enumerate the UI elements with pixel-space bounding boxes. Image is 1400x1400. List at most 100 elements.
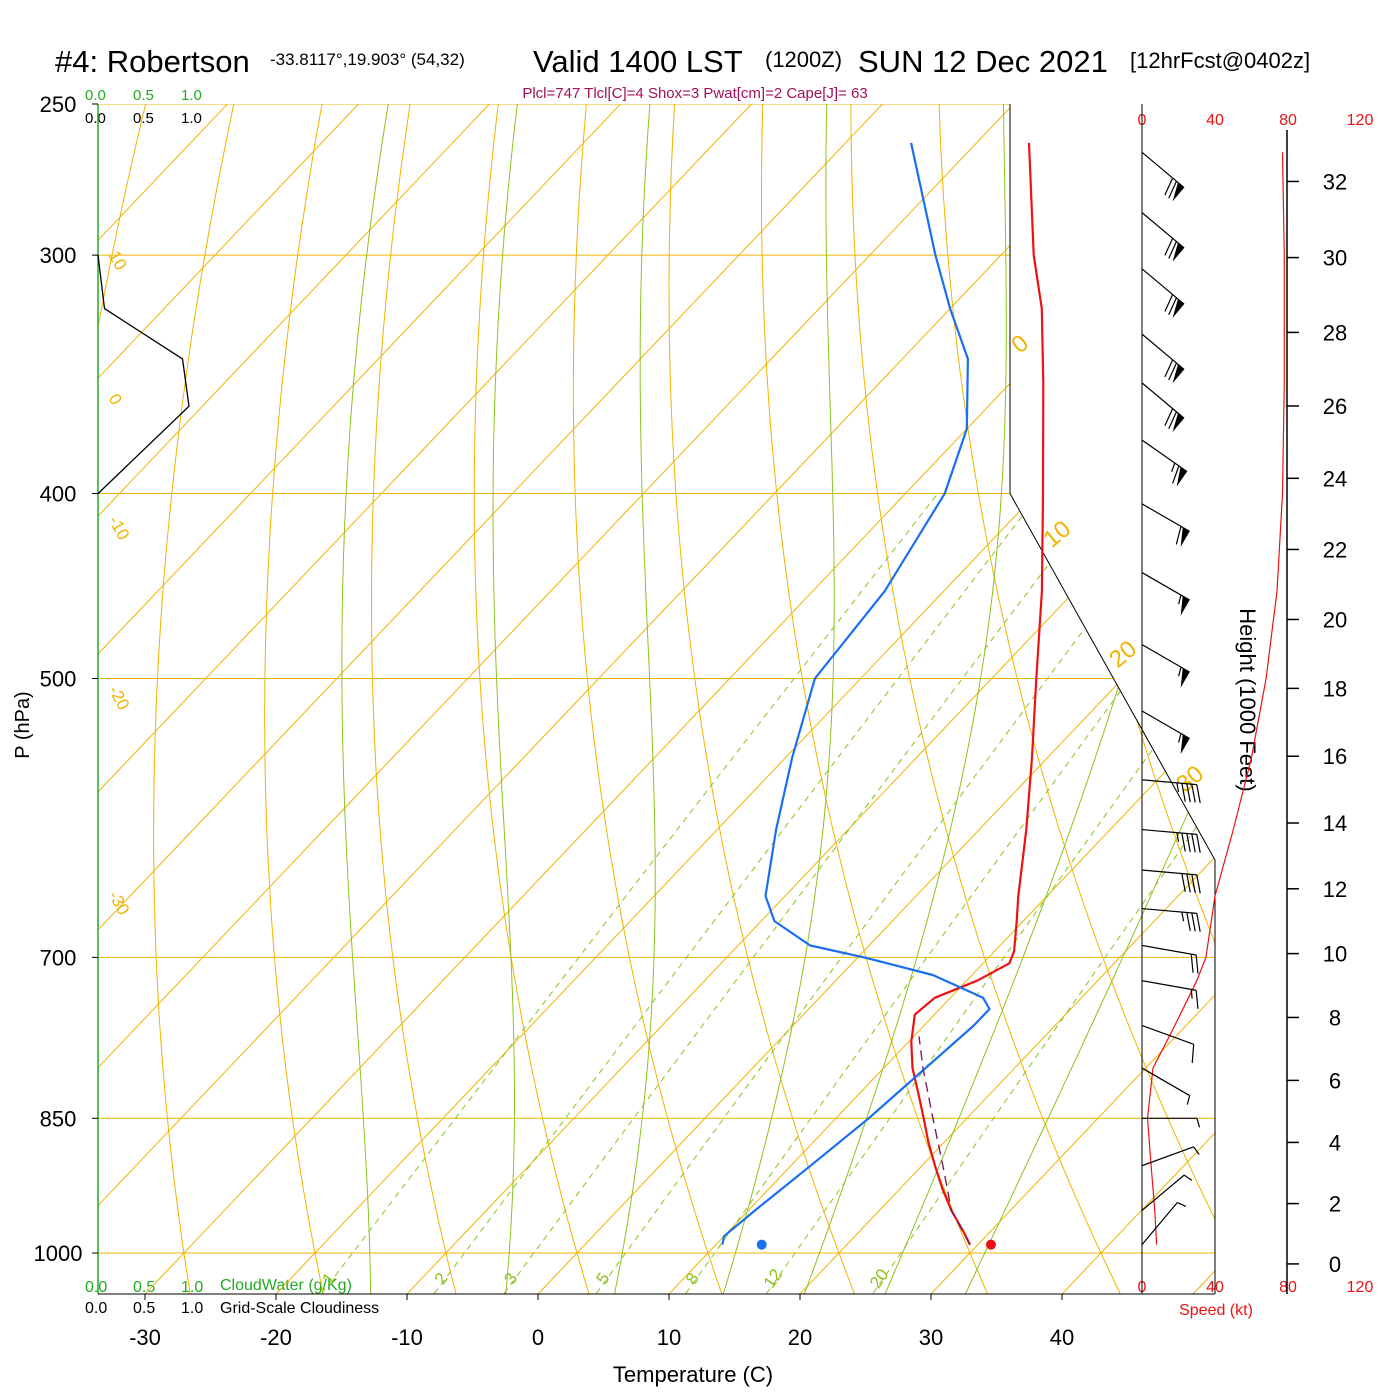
x-tick-label: -30 [129, 1325, 161, 1350]
wind-barb-full [1164, 238, 1174, 256]
wind-barb-full [1168, 180, 1178, 199]
mixing-ratio-line [595, 493, 1186, 1294]
wind-barb-staff [1141, 869, 1197, 876]
mixing-ratio-label: 5 [592, 1269, 613, 1288]
wind-barb-pennant [1176, 467, 1188, 487]
top-cloudwater-tick: 0.0 [85, 87, 106, 104]
wind-barb-half [1190, 989, 1193, 999]
dry-adiabat [1335, 0, 1400, 1332]
dry-adiabat [264, 104, 422, 1294]
wind-barb-pennant [1172, 364, 1185, 384]
wind-barb-staff [1141, 151, 1185, 189]
height-tick-label: 26 [1323, 394, 1347, 419]
dry-adiabat [98, 104, 270, 1294]
isotherm-label: -20 [105, 683, 134, 714]
wind-barb-staff [1141, 572, 1190, 601]
moist-adiabat [606, 104, 670, 1294]
y-axis-title: P (hPa) [12, 691, 34, 758]
wind-barb-staff [1141, 1146, 1194, 1167]
height-tick-label: 28 [1323, 320, 1347, 345]
height-axis-title: Height (1000 Feet) [1235, 608, 1260, 791]
x-tick-label: -20 [260, 1325, 292, 1350]
dry-adiabat [371, 104, 498, 1294]
wind-barb-half [1178, 733, 1182, 743]
dry-adiabat [153, 104, 346, 1294]
height-tick-label: 0 [1329, 1252, 1341, 1277]
isotherm [632, 104, 1215, 1294]
speed-title: Speed (kt) [1179, 1302, 1253, 1319]
wind-profile [1141, 151, 1285, 1246]
wind-barb-staff [1141, 268, 1185, 305]
isotherm [98, 104, 893, 1294]
wind-barb-full [1168, 411, 1178, 430]
wind-barb [1141, 268, 1185, 318]
wind-barb [1141, 1146, 1200, 1167]
wind-barb-pennant [1172, 182, 1185, 202]
wind-barb-half [1176, 832, 1180, 842]
temperature-line [910, 142, 1045, 1246]
x-tick-label: 20 [788, 1325, 812, 1350]
mixing-ratio-line [321, 493, 939, 1294]
wind-barb-staff [1141, 944, 1197, 956]
p-tick-label: 300 [40, 243, 77, 268]
mixing-ratio-line [433, 493, 1040, 1294]
x-tick-label: -10 [391, 1325, 423, 1350]
top-cloudiness-tick: 0.0 [85, 110, 106, 127]
surface-dewpoint-dot [756, 1239, 767, 1250]
wind-barb-full [1186, 873, 1191, 893]
wind-barb-half [1183, 1174, 1193, 1181]
mixing-ratio-label: 8 [682, 1269, 703, 1288]
isotherm-label: -10 [105, 513, 134, 544]
height-tick-label: 8 [1329, 1005, 1341, 1030]
parcel-line [918, 1036, 971, 1246]
cloudwater-title: CloudWater (g/Kg) [220, 1277, 352, 1294]
wind-barb [1141, 151, 1185, 202]
height-tick-label: 14 [1323, 811, 1347, 836]
wind-barb-pennant [1180, 668, 1190, 688]
wind-barb-staff [1141, 980, 1197, 991]
speed-tick: 80 [1279, 112, 1297, 129]
wind-barb-half [1176, 782, 1180, 793]
wind-barb [1141, 980, 1199, 1009]
isotherm [98, 104, 631, 1294]
x-tick-label: 40 [1050, 1325, 1074, 1350]
mixing-ratio-label: 3 [500, 1269, 521, 1288]
stability-indices: Plcl=747 Tlcl[C]=4 Shox=3 Pwat[cm]=2 Cap… [522, 85, 867, 102]
wind-barb-staff [1141, 644, 1190, 673]
wind-barb [1141, 710, 1190, 755]
isotherm-label: 10 [105, 248, 131, 274]
height-tick-label: 24 [1323, 466, 1347, 491]
wind-barb [1141, 869, 1201, 894]
p-tick-label: 1000 [34, 1241, 83, 1266]
bottom-cloudwater-tick: 0.5 [133, 1279, 155, 1296]
wind-barb-full [1172, 465, 1180, 484]
wind-barb-full [1191, 874, 1196, 893]
dry-adiabat [668, 104, 871, 1294]
wind-barb-half [1196, 1118, 1201, 1128]
speed-tick: 120 [1347, 112, 1374, 129]
speed-tick: 120 [1347, 1279, 1374, 1296]
bottom-cloudwater-tick: 0.0 [85, 1279, 107, 1296]
mixing-ratio-label: 2 [431, 1269, 452, 1288]
wind-barb-full [1186, 833, 1191, 853]
top-cloudiness-scale: 0.0 0.5 1.0 [85, 110, 202, 127]
moist-adiabat [492, 104, 545, 1294]
bottom-cloudiness-scale: 0.0 0.5 1.0 Grid-Scale Cloudiness [85, 1300, 379, 1317]
wind-barb [1141, 333, 1185, 384]
speed-tick: 80 [1279, 1279, 1297, 1296]
height-tick-label: 18 [1323, 676, 1347, 701]
wind-barb [1141, 572, 1190, 616]
x-tick-label: 10 [657, 1325, 681, 1350]
wind-barb-full [1191, 1044, 1195, 1064]
moist-adiabat [341, 104, 424, 1294]
p-tick-label: 400 [40, 482, 77, 507]
isotherm-label: 0 [105, 391, 126, 409]
wind-barb-staff [1141, 439, 1188, 473]
wind-barb-staff [1141, 779, 1197, 786]
wind-barb-full [1186, 912, 1191, 932]
isotherm [239, 104, 1215, 1294]
wind-barb [1141, 503, 1190, 547]
right-frame-line [1009, 104, 1216, 1294]
pressure-axis: 250 300 400 500 700 850 1000 [34, 92, 98, 1266]
